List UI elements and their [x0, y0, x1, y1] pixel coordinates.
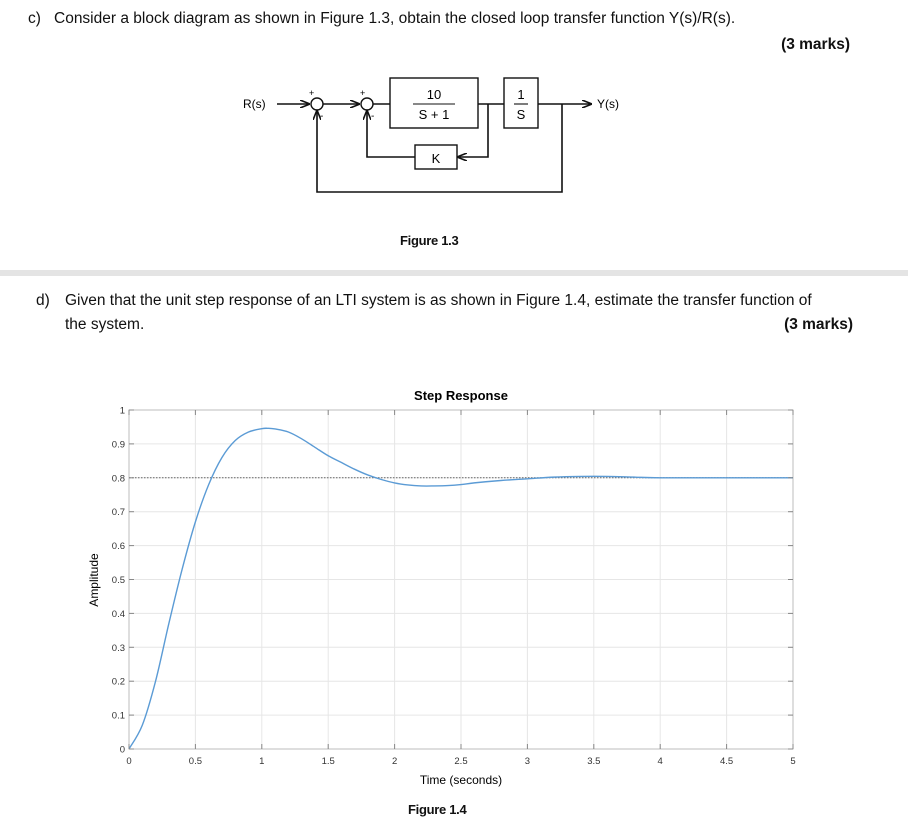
block2-denominator: S: [517, 107, 526, 122]
x-tick-label: 1: [259, 756, 264, 767]
inner-feedback-path: [458, 104, 489, 157]
x-tick-label: 2: [392, 756, 397, 767]
step-response-line: [128, 427, 793, 750]
x-tick-label: 4.5: [720, 756, 733, 767]
x-tick-label: 0: [126, 756, 131, 767]
y-tick-label: 0.2: [112, 677, 125, 688]
question-c-label: c): [28, 10, 41, 27]
y-tick-label: 1: [120, 406, 125, 417]
figure-1-3-caption: Figure 1.3: [400, 233, 459, 248]
question-d-label: d): [36, 292, 50, 309]
question-d-line2: the system.: [65, 316, 145, 333]
sum2-plus-sign: +: [360, 88, 365, 98]
chart-series: [128, 427, 793, 750]
summing-junction-1: [310, 97, 324, 111]
x-tick-label: 3.5: [587, 756, 600, 767]
chart-y-axis-label: Amplitude: [87, 553, 101, 607]
outer-feedback-path: [317, 104, 563, 193]
question-c-marks: (3 marks): [781, 36, 850, 53]
y-tick-label: 0.1: [112, 711, 125, 722]
sum1-plus-sign: +: [309, 88, 314, 98]
sum1-minus-sign: -: [320, 111, 323, 122]
chart-grid: [128, 409, 794, 750]
y-tick-label: 0.6: [112, 541, 125, 552]
x-tick-label: 1.5: [322, 756, 335, 767]
question-c-body: Consider a block diagram as shown in Fig…: [54, 10, 736, 27]
x-tick-label: 0.5: [189, 756, 202, 767]
chart-title: Step Response: [414, 388, 508, 403]
block1-numerator: 10: [427, 87, 441, 102]
x-tick-label: 4: [658, 756, 663, 767]
y-tick-label: 0.7: [112, 507, 125, 518]
forward-block-2: [503, 77, 539, 129]
block1-denominator: S + 1: [419, 107, 450, 122]
feedback-block-label: K: [432, 151, 441, 166]
chart-x-axis-label: Time (seconds): [420, 773, 502, 787]
y-tick-label: 0.9: [112, 439, 125, 450]
chart-ticks: 0 0.5 1 1.5 2 2.5 3 3.5 4 4.5 5 0 0.1 0.2 0.3 0.4 0.5 0.6…: [112, 406, 796, 768]
x-tick-label: 5: [790, 756, 795, 767]
x-tick-label: 2.5: [454, 756, 467, 767]
input-label: R(s): [243, 97, 266, 111]
question-d-text: d) Given that the unit step response of a…: [36, 290, 886, 312]
y-tick-label: 0.3: [112, 643, 125, 654]
figure-1-4-caption: Figure 1.4: [408, 802, 467, 817]
y-tick-label: 0.4: [112, 609, 125, 620]
y-tick-label: 0: [120, 745, 125, 756]
section-divider: [0, 270, 908, 276]
inner-feedback-return: [367, 111, 415, 158]
summing-junction-2: [360, 97, 374, 111]
output-label: Y(s): [597, 97, 619, 111]
sum2-minus-sign: -: [371, 111, 374, 122]
question-d-line1: Given that the unit step response of an …: [65, 292, 812, 309]
block2-numerator: 1: [517, 87, 524, 102]
y-tick-label: 0.5: [112, 575, 125, 586]
plot-frame: [128, 409, 794, 750]
question-c-text: c) Consider a block diagram as shown in F…: [28, 8, 878, 30]
forward-block-1: [389, 77, 479, 129]
x-tick-label: 3: [525, 756, 530, 767]
y-tick-label: 0.8: [112, 473, 125, 484]
block-diagram: R(s) + - + - 10 S + 1 1 S Y(s) K: [243, 77, 619, 193]
question-d-marks: (3 marks): [784, 316, 853, 333]
